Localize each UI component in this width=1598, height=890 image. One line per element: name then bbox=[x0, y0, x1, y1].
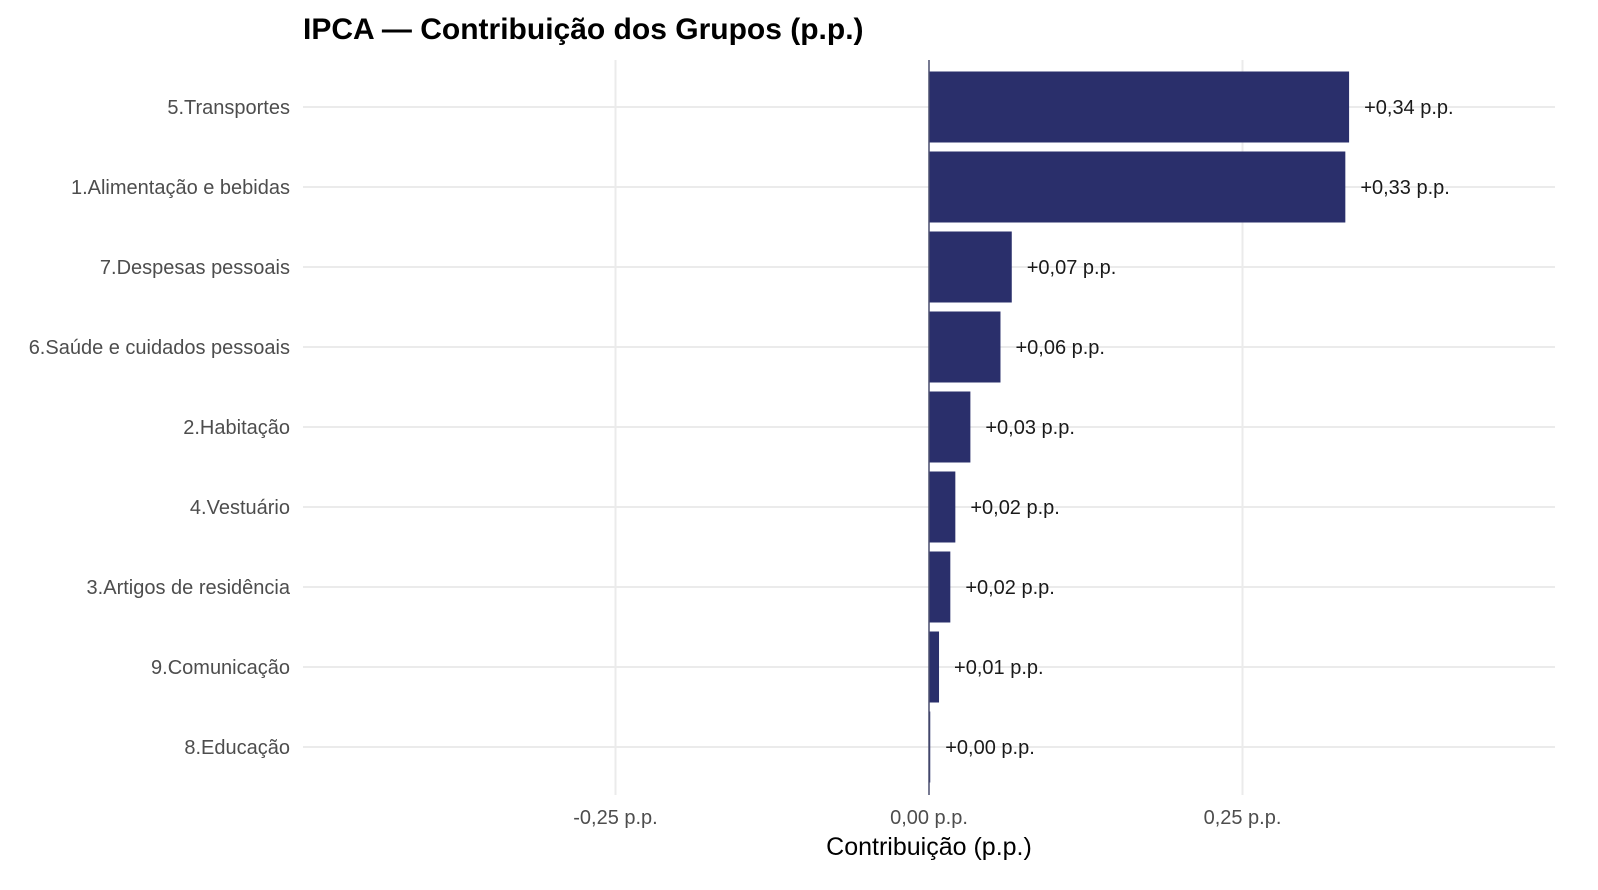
category-label: 7.Despesas pessoais bbox=[100, 257, 290, 279]
category-label: 2.Habitação bbox=[183, 417, 290, 439]
bar bbox=[929, 471, 956, 543]
bars bbox=[929, 71, 1350, 783]
category-label: 8.Educação bbox=[184, 737, 290, 759]
category-label: 4.Vestuário bbox=[190, 497, 290, 519]
bar bbox=[929, 551, 951, 623]
x-tick-label: -0,25 p.p. bbox=[573, 807, 658, 829]
bar bbox=[929, 71, 1350, 143]
bar bbox=[929, 151, 1346, 223]
x-tick-label: 0,25 p.p. bbox=[1204, 807, 1282, 829]
category-label: 6.Saúde e cuidados pessoais bbox=[29, 337, 290, 359]
bar bbox=[929, 231, 1012, 303]
bar-value-label: +0,34 p.p. bbox=[1364, 97, 1454, 119]
bar-value-label: +0,06 p.p. bbox=[1015, 337, 1105, 359]
category-label: 3.Artigos de residência bbox=[87, 577, 291, 599]
bar bbox=[929, 311, 1001, 383]
category-label: 9.Comunicação bbox=[151, 657, 290, 679]
category-labels: 5.Transportes 1.Alimentação e bebidas 7.De… bbox=[29, 97, 291, 759]
bar-value-label: +0,02 p.p. bbox=[965, 577, 1055, 599]
bar-value-label: +0,07 p.p. bbox=[1027, 257, 1117, 279]
bar-value-label: +0,00 p.p. bbox=[945, 737, 1035, 759]
bar bbox=[929, 631, 940, 703]
bar-value-label: +0,33 p.p. bbox=[1360, 177, 1450, 199]
category-label: 5.Transportes bbox=[167, 97, 290, 119]
data-labels: +0,34 p.p. +0,33 p.p. +0,07 p.p. +0,06 p.p.… bbox=[945, 97, 1453, 759]
category-label: 1.Alimentação e bebidas bbox=[71, 177, 290, 199]
bar-value-label: +0,03 p.p. bbox=[985, 417, 1075, 439]
chart-title: IPCA — Contribuição dos Grupos (p.p.) bbox=[303, 13, 864, 46]
x-axis-title: Contribuição (p.p.) bbox=[826, 833, 1032, 861]
bar-value-label: +0,01 p.p. bbox=[954, 657, 1044, 679]
x-tick-label: 0,00 p.p. bbox=[890, 807, 968, 829]
x-tick-labels: -0,25 p.p. 0,00 p.p. 0,25 p.p. bbox=[573, 807, 1281, 829]
bar-value-label: +0,02 p.p. bbox=[970, 497, 1060, 519]
bar bbox=[929, 391, 971, 463]
